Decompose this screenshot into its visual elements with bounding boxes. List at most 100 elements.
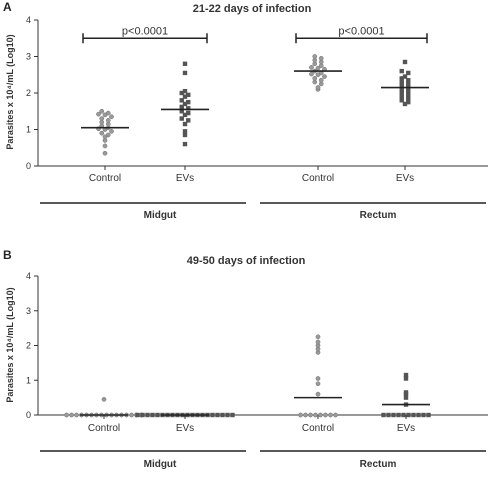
panel-a-data-point: [186, 92, 191, 98]
panel-b-data-point: [315, 339, 321, 345]
panel-b-data-point: [230, 412, 235, 418]
panel-a-data-point: [109, 128, 114, 134]
panel-a-data-point: [406, 70, 411, 76]
panel-b-category-label: EVs: [397, 423, 415, 434]
panel-a-y-axis-label: Parasites x 10⁴/mL (Log10): [5, 34, 15, 149]
panel-a-category-label: EVs: [176, 173, 194, 184]
panel-a-data-point: [318, 55, 324, 61]
panel-a-plot: 0 1 2 3 4 Control EVs Control EVs Midgut Rectum p<0…: [26, 15, 488, 221]
panel-a-data-point: [179, 116, 184, 121]
panel-a-data-point: [186, 99, 191, 105]
panel-a-data-point: [406, 96, 411, 101]
panel-a-data-point: [315, 85, 321, 90]
panel-b-data-point: [403, 372, 409, 378]
panel-b-category-label: Control: [302, 423, 334, 434]
panel-a-data-point: [406, 88, 411, 94]
panel-a-data-point: [399, 94, 404, 99]
panel-a-data-point: [399, 98, 404, 103]
panel-b-data-point: [315, 334, 321, 340]
panel-a-y-tick-label: 3: [26, 52, 31, 62]
panel-b-data-point: [403, 376, 409, 381]
panel-a-data-point: [179, 109, 184, 114]
panel-a-data-point: [179, 104, 184, 110]
panel-a-data-point: [182, 132, 188, 138]
panel-a-data-point: [312, 54, 318, 59]
panel-a-data-point: [312, 76, 318, 81]
panel-a-data-point: [402, 74, 408, 79]
panel-b-data-point: [215, 412, 220, 418]
panel-a-letter: A: [3, 0, 12, 14]
panel-a-y-tick-label: 2: [26, 88, 31, 98]
panel-a-data-point: [309, 71, 314, 77]
panel-a-data-point: [105, 118, 111, 123]
panel-a-y-tick-label: 0: [26, 161, 31, 171]
panel-b-data-point: [135, 412, 140, 418]
panel-a-data-point: [96, 111, 101, 117]
panel-b-y-tick-label: 2: [26, 341, 31, 351]
panel-b-data-point: [381, 412, 386, 418]
panel-a-data-point: [399, 79, 404, 85]
panel-a-data-point: [102, 143, 108, 149]
panel-a-data-point: [406, 99, 411, 105]
panel-a-category-label: Control: [302, 173, 334, 184]
panel-a-data-point: [322, 74, 327, 79]
panel-a-data-point: [186, 106, 191, 111]
panel-a-data-point: [399, 90, 404, 96]
panel-b-y-tick-label: 4: [26, 271, 31, 281]
panel-b-category-label: Control: [88, 423, 120, 434]
panel-a-y-tick-label: 4: [26, 15, 31, 25]
panel-a-p-value-label: p<0.0001: [338, 25, 384, 37]
panel-b-data-point: [403, 390, 409, 395]
panel-a-data-point: [182, 61, 188, 66]
panel-b-y-tick-label: 1: [26, 375, 31, 385]
panel-a-data-point: [399, 87, 404, 92]
panel-a-data-point: [186, 110, 191, 116]
panel-a-data-point: [105, 132, 111, 138]
panel-b-data-point: [155, 412, 160, 418]
panel-b-data-point: [308, 412, 313, 418]
panel-a-data-point: [179, 98, 184, 103]
panel-a-data-point: [109, 114, 114, 120]
panel-b-data-point: [140, 412, 145, 418]
panel-a-data-point: [182, 101, 188, 107]
panel-b-title: 49-50 days of infection: [187, 255, 306, 267]
panel-b-data-point: [323, 412, 328, 418]
panel-a-y-tick-label: 1: [26, 125, 31, 135]
panel-a-data-point: [179, 90, 184, 96]
panel-a-data-point: [315, 65, 321, 71]
panel-a-group-label: Midgut: [144, 210, 177, 221]
panel-a-data-point: [99, 108, 105, 114]
panel-a-data-point: [99, 116, 105, 121]
panel-a-data-point: [182, 112, 188, 118]
panel-a-data-point: [182, 121, 188, 127]
panel-b-data-point: [391, 412, 396, 418]
panel-a-data-point: [406, 92, 411, 98]
panel-a-data-point: [182, 141, 188, 147]
panel-a-category-label: EVs: [396, 173, 414, 184]
panel-a-data-point: [318, 77, 324, 83]
panel-b-data-point: [328, 412, 333, 418]
panel-a-data-point: [399, 76, 404, 81]
panel-a-data-point: [402, 101, 408, 107]
panel-b-data-point: [318, 412, 323, 418]
panel-b-data-point: [150, 412, 155, 418]
panel-a-data-point: [182, 70, 188, 76]
panel-a-data-point: [186, 118, 191, 123]
panel-b-data-point: [333, 412, 338, 418]
panel-b-plot: 0 1 2 3 4 Control EVs Control EVs Midgut Rectum: [26, 271, 488, 470]
panel-b-data-point: [69, 412, 74, 418]
panel-a-data-point: [399, 83, 404, 88]
panel-b-data-point: [426, 412, 431, 418]
panel-a-title: 21-22 days of infection: [193, 3, 312, 15]
panel-b-data-point: [210, 412, 215, 418]
panel-b-data-point: [411, 412, 416, 418]
panel-b-group-label: Rectum: [360, 459, 397, 470]
panel-b-data-point: [145, 412, 150, 418]
panel-a-p-value-label: p<0.0001: [122, 25, 168, 37]
panel-b-data-point: [220, 412, 225, 418]
panel-a-data-point: [182, 94, 188, 99]
panel-a-data-point: [99, 130, 105, 136]
panel-b-data-point: [101, 397, 107, 402]
panel-a-data-point: [399, 68, 404, 74]
